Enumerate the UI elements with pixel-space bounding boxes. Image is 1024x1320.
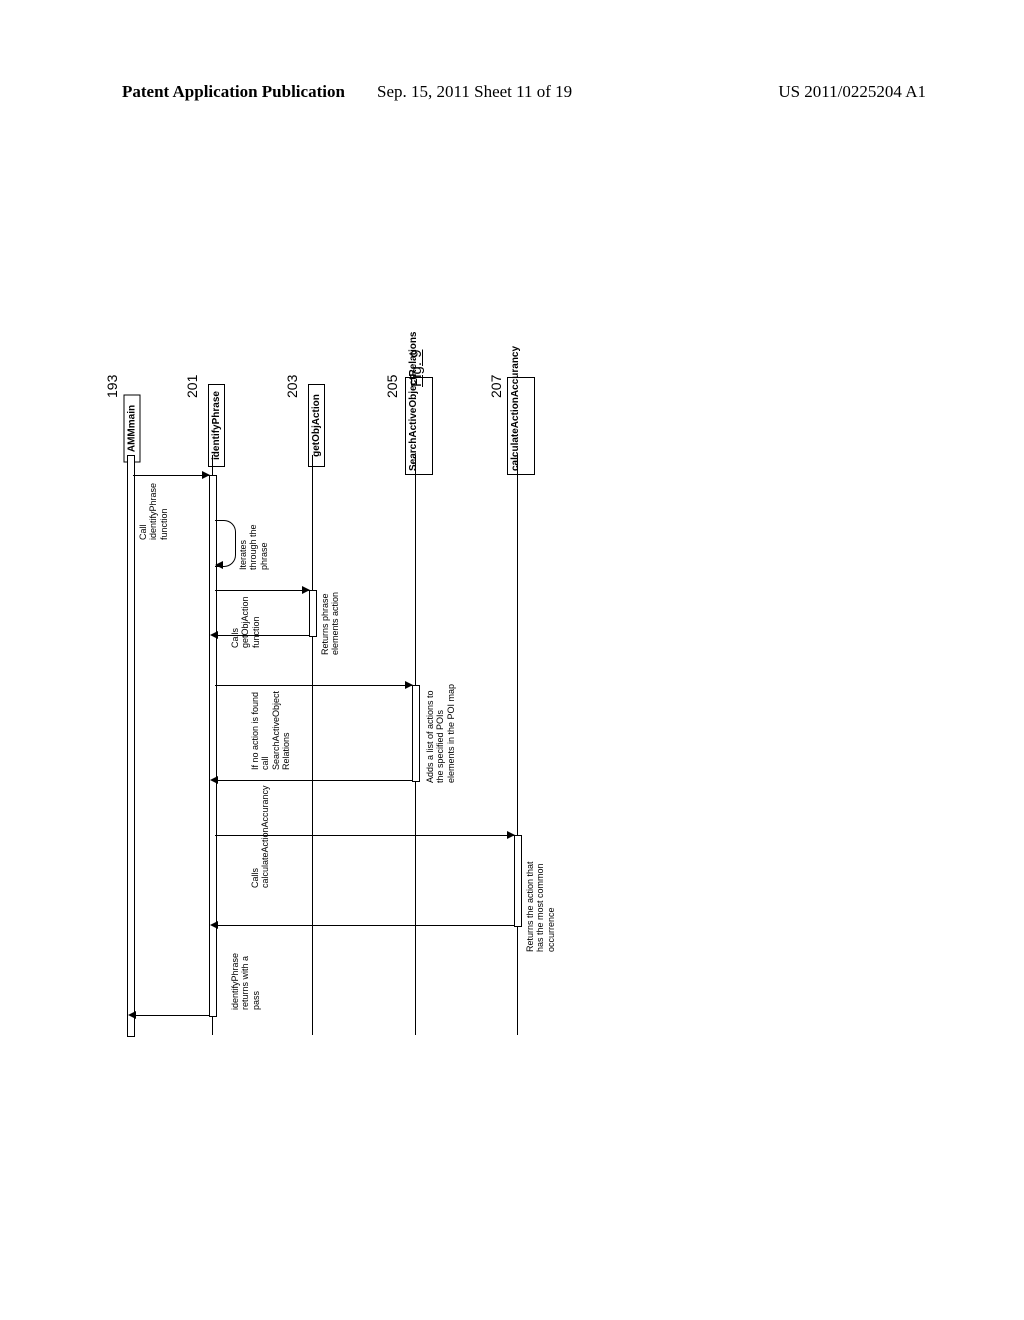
arrow-m8 [215,925,514,926]
arrowhead-m4 [210,631,218,639]
lifeline-getObjAction [312,455,313,1035]
activation-searchActive [412,685,420,782]
arrow-m9 [133,1015,209,1016]
ref-205: 205 [384,375,400,398]
label-m7: Calls calculateActionAccurancy [250,833,271,888]
label-m3: Calls getObjAction function [230,588,261,648]
figure-label: Fig. 9 [408,349,425,387]
arrow-m4 [215,635,309,636]
label-m4: Returns phrase elements action [320,585,341,655]
activation-getObjAction [309,590,317,637]
activation-ammMain [127,455,135,1037]
arrow-m5 [215,685,412,686]
lifeline-header-searchActiveObjectRelations: SearchActiveObjectRelations [405,377,433,475]
label-m2: Iterates through the phrase [238,515,269,570]
lifeline-header-ammMain: AMMmain [124,395,141,463]
arrowhead-m6 [210,776,218,784]
ref-201: 201 [184,375,200,398]
header-pubnum: US 2011/0225204 A1 [778,82,926,102]
lifeline-header-getObjAction: getObjAction [308,384,325,467]
lifeline-header-calculateActionAccurancy: calculateActionAccurancy [507,377,535,475]
label-m8: Returns the action that has the most com… [525,852,556,952]
lifeline-header-identifyPhrase: identifyPhrase [208,384,225,467]
label-m1: Call identifyPhrase function [138,470,169,540]
header-date-sheet: Sep. 15, 2011 Sheet 11 of 19 [377,82,572,102]
activation-calcAcc [514,835,522,927]
label-m9: identifyPhrase returns with a pass [230,945,261,1010]
sequence-diagram: AMMmain 193 identifyPhrase 201 getObjAct… [120,390,900,1030]
lifeline-calculateActionAccurancy [517,455,518,1035]
arrowhead-m9 [128,1011,136,1019]
header-publication: Patent Application Publication [122,82,345,102]
label-m6: Adds a list of actions to the specified … [425,683,456,783]
ref-193: 193 [104,375,120,398]
ref-207: 207 [488,375,504,398]
self-loop-iterate [215,520,236,567]
arrowhead-m2 [215,561,223,569]
arrowhead-m8 [210,921,218,929]
arrow-m6 [215,780,412,781]
ref-203: 203 [284,375,300,398]
figure-label-text: Fig. 9 [408,349,425,387]
label-m5: If no action is found call SearchActiveO… [250,680,291,770]
